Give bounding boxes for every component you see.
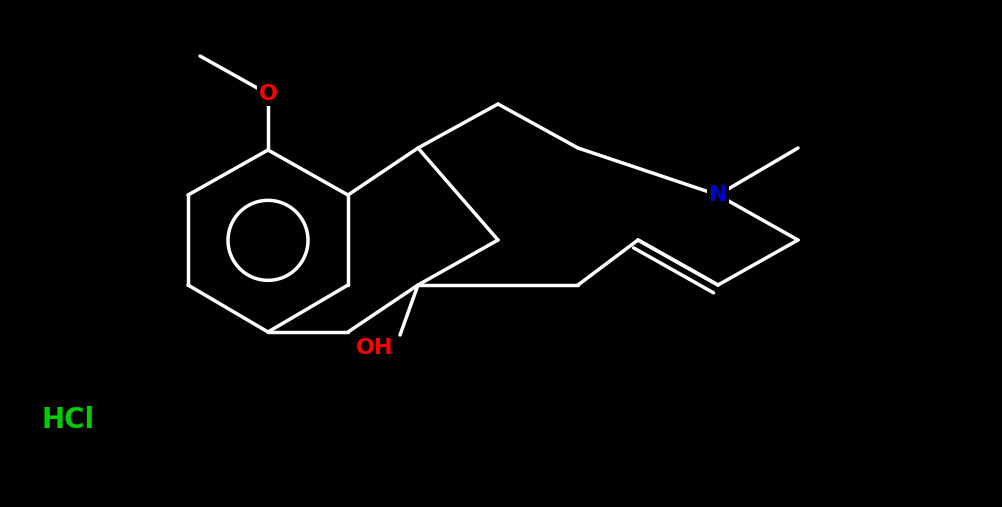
Text: HCl: HCl [41,406,94,434]
Text: OH: OH [357,338,394,358]
Text: O: O [259,84,278,104]
Text: N: N [708,185,727,205]
